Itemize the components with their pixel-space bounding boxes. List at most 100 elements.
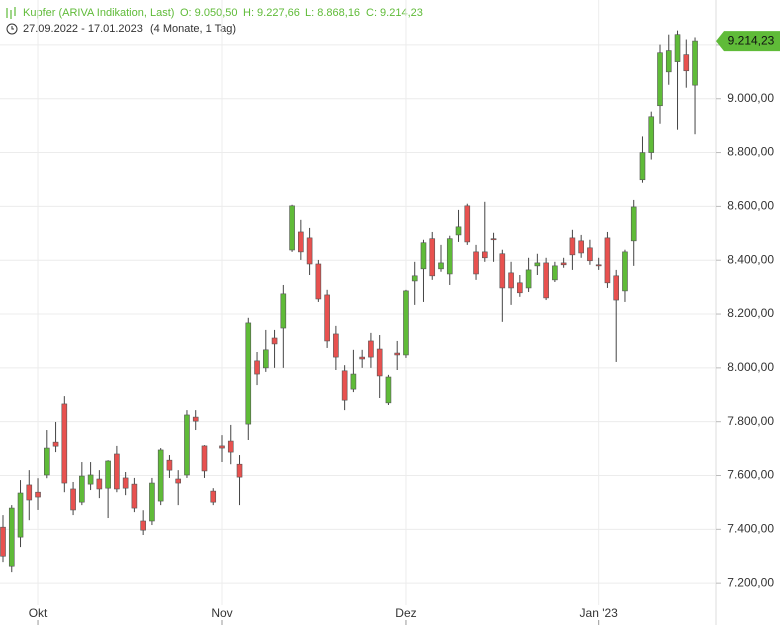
y-tick-label: 8.200,00 — [727, 306, 774, 320]
candle-body — [87, 474, 94, 485]
candle-body — [587, 247, 593, 262]
candle-body — [140, 520, 146, 531]
candle-body — [622, 251, 628, 292]
candle-body — [61, 403, 68, 484]
candle-body — [359, 356, 365, 360]
candle-body — [192, 416, 199, 422]
candle-body — [306, 237, 313, 265]
y-tick-label: 9.000,00 — [727, 91, 774, 105]
candle-body — [79, 475, 85, 503]
x-tick-label: Dez — [395, 606, 416, 620]
candle-body — [175, 478, 181, 484]
candle-body — [552, 265, 558, 281]
candle-body — [166, 459, 173, 471]
candle-body — [403, 290, 409, 356]
candle-body — [17, 492, 24, 538]
last-price-label: 9.214,23 — [728, 33, 775, 47]
low: L: 8.868,16 — [305, 7, 360, 19]
candle-body — [324, 294, 330, 342]
candle-body — [114, 453, 120, 490]
candle-body — [149, 482, 155, 522]
candle-body — [35, 491, 41, 498]
candle-body — [534, 262, 541, 267]
last-price-tag — [716, 31, 780, 52]
candle-body — [455, 226, 462, 236]
y-tick-label: 8.400,00 — [727, 252, 774, 266]
candle-body — [517, 282, 523, 294]
open: O: 9.050,50 — [180, 7, 238, 19]
y-tick-label: 8.800,00 — [727, 145, 774, 159]
candle-body — [280, 293, 287, 329]
candle-body — [122, 477, 129, 489]
candle-body — [481, 251, 488, 259]
candle-body — [411, 275, 418, 282]
candle-body — [648, 116, 655, 153]
candle-body — [683, 54, 690, 72]
candle-body — [289, 205, 295, 251]
candle-body — [665, 50, 672, 73]
candle-body — [245, 322, 252, 425]
y-tick-label: 7.600,00 — [727, 468, 774, 482]
candle-body — [657, 52, 663, 107]
candle-body — [613, 275, 620, 301]
candle-body — [560, 262, 567, 266]
candle-body — [490, 238, 497, 241]
candle-body — [420, 242, 427, 270]
candle-body — [157, 449, 164, 502]
y-tick-label: 7.200,00 — [727, 575, 774, 589]
candle-body — [508, 272, 514, 289]
candle-body — [184, 414, 190, 476]
candle-body — [271, 337, 278, 345]
candle-body — [333, 333, 339, 358]
instrument: Kupfer (ARIVA Indikation, Last) — [23, 7, 174, 19]
candle-body — [350, 373, 357, 390]
candle-body — [604, 237, 611, 284]
candle-body — [674, 34, 681, 62]
candle-body — [692, 40, 698, 86]
candle-body — [262, 349, 269, 369]
candle-body — [473, 251, 479, 275]
x-tick-label: Nov — [211, 606, 232, 620]
candle-body — [236, 463, 243, 478]
candle-body — [639, 152, 646, 181]
candle-body — [376, 348, 383, 377]
candle-body — [8, 507, 15, 567]
candle-body — [96, 478, 103, 490]
candle-body — [464, 205, 471, 243]
candle-body — [569, 237, 576, 256]
candle-body — [131, 483, 138, 509]
candle-body — [368, 340, 374, 358]
candle-body — [52, 441, 59, 447]
y-tick-label: 7.400,00 — [727, 522, 774, 536]
close: C: 9.214,23 — [366, 7, 423, 19]
candle-body — [70, 488, 76, 511]
candle-body — [227, 440, 234, 453]
header-icon — [6, 7, 16, 19]
candle-body — [438, 262, 444, 270]
y-tick-label: 8.000,00 — [727, 360, 774, 374]
candle-body — [201, 445, 208, 472]
date-range: 27.09.2022 - 17.01.2023 — [23, 23, 143, 35]
candle-body — [595, 264, 602, 267]
y-tick-label: 7.800,00 — [727, 414, 774, 428]
candle-body — [210, 490, 217, 503]
candle-body — [219, 445, 225, 449]
x-tick-label: Jan '23 — [580, 606, 619, 620]
candle-body — [254, 360, 260, 375]
candle-body — [315, 263, 322, 300]
candle-body — [385, 376, 392, 404]
candle-body — [105, 460, 111, 489]
candle-body — [43, 447, 50, 476]
candle-body — [26, 484, 33, 501]
candle-body — [525, 269, 532, 289]
candle-body — [341, 370, 348, 401]
candle-body — [578, 240, 584, 254]
candle-body — [630, 206, 637, 242]
candle-body — [429, 238, 436, 277]
y-tick-label: 8.600,00 — [727, 199, 774, 213]
candle-body — [499, 253, 506, 289]
candle-body — [446, 238, 453, 275]
